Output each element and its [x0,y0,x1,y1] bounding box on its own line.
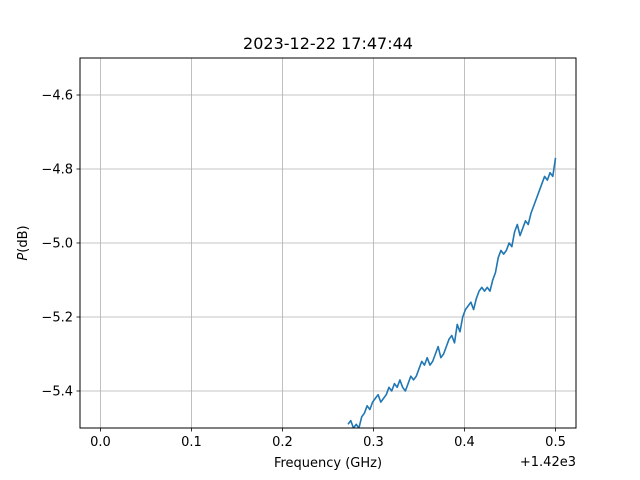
y-axis-label-unit: (dB) [16,225,31,252]
x-tick-label: 0.4 [454,435,475,450]
plot-frame [79,57,577,429]
series-line [347,157,557,428]
x-tick-label: 0.3 [363,435,384,450]
chart-title: 2023-12-22 17:47:44 [243,34,413,53]
y-tick-label: −4.6 [41,89,73,104]
x-tick-label: 0.1 [181,435,202,450]
y-axis-label-symbol: P [16,253,31,261]
y-tick-label: −5.4 [41,385,73,400]
y-axis-label: P(dB) [16,225,31,260]
y-tick-label: −4.8 [41,163,73,178]
x-offset-label: +1.42e3 [520,455,576,470]
series-layer [347,157,557,428]
x-tick-label: 0.0 [90,435,111,450]
x-tick-label: 0.5 [545,435,566,450]
x-axis-label: Frequency (GHz) [274,456,382,471]
axis-ticks: 0.0 0.1 0.2 0.3 0.4 0.5 −4.6 −4.8 −5.0 −5.2 −5.4 [41,89,565,451]
grid [80,58,576,428]
y-tick-label: −5.2 [41,311,73,326]
x-tick-label: 0.2 [272,435,293,450]
y-tick-label: −5.0 [41,237,73,252]
